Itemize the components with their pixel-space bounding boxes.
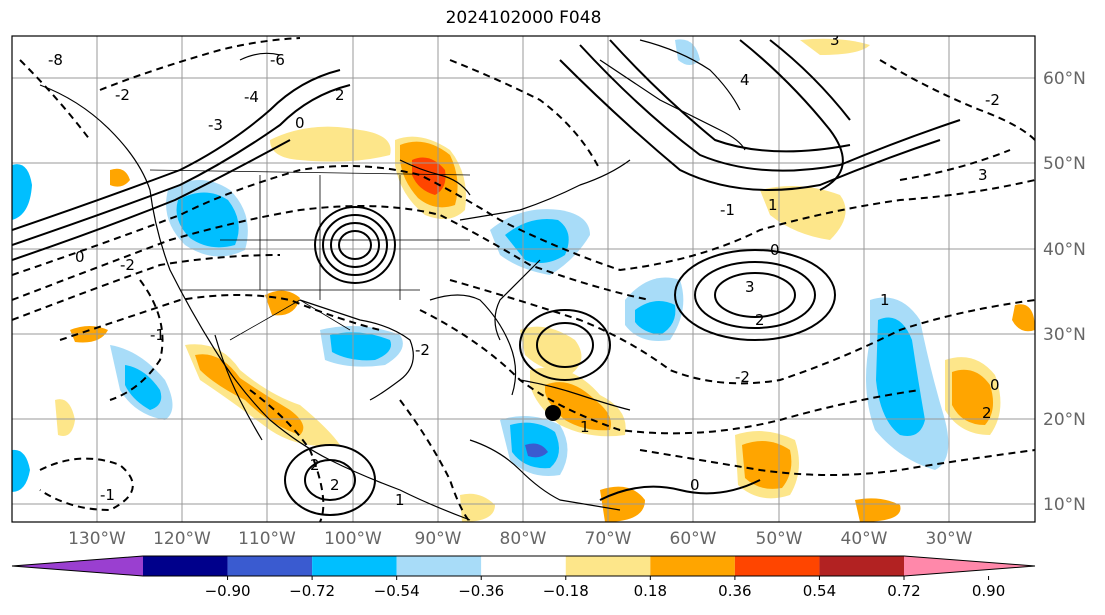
lon-label: 40°W xyxy=(841,529,888,549)
lon-label: 50°W xyxy=(756,529,803,549)
contour-label: 2 xyxy=(330,476,340,494)
colorbar-extend-high xyxy=(904,556,1035,576)
contour-label: 1 xyxy=(768,196,778,214)
colorbar: −0.90 −0.72 −0.54 −0.36 −0.18 0.18 0.36 0.54 0.7… xyxy=(11,555,1036,600)
colorbar-outline xyxy=(11,555,1036,577)
colorbar-segment xyxy=(396,556,482,576)
colorbar-tick-label: −0.90 xyxy=(205,582,251,600)
lat-label: 20°N xyxy=(1043,410,1086,430)
lon-label: 30°W xyxy=(926,529,973,549)
contour-label: -1 xyxy=(720,201,735,219)
contour-label: -4 xyxy=(244,88,259,106)
contour-label: 3 xyxy=(745,278,755,296)
contour-label: -2 xyxy=(415,341,430,359)
lat-label: 60°N xyxy=(1043,69,1086,89)
shaded-anomalies xyxy=(12,38,1035,522)
contour-label: 1 xyxy=(880,291,890,309)
colorbar-tick-label: 0.54 xyxy=(803,582,836,600)
colorbar-segment xyxy=(819,556,904,576)
contour-label: 0 xyxy=(690,476,700,494)
contour-label: -2 xyxy=(120,256,135,274)
contour-label: 1 xyxy=(580,418,590,436)
lon-label: 70°W xyxy=(585,529,632,549)
lon-label: 110°W xyxy=(238,529,296,549)
contour-label: 1 xyxy=(395,491,405,509)
colorbar-tick-label: 0.90 xyxy=(972,582,1005,600)
contour-label: 0 xyxy=(990,376,1000,394)
colorbar-tick-label: 0.36 xyxy=(718,582,751,600)
lon-label: 120°W xyxy=(153,529,211,549)
graticule xyxy=(12,36,1035,522)
contour-labels: -8 -6 -4 -3 -2 -1 0 1 2 3 4 -2 -1 0 1 2 … xyxy=(48,31,1000,509)
contour-label: -1 xyxy=(100,486,115,504)
lat-label: 50°N xyxy=(1043,154,1086,174)
lat-label: 30°N xyxy=(1043,325,1086,345)
colorbar-tick-label: −0.54 xyxy=(374,582,420,600)
colorbar-tick-label: 0.18 xyxy=(634,582,667,600)
contour-label: 4 xyxy=(740,71,750,89)
colorbar-segment xyxy=(312,556,397,576)
contour-label: 2 xyxy=(335,86,345,104)
contour-label: -1 xyxy=(150,326,165,344)
contour-label: -6 xyxy=(270,51,285,69)
contour-label: 0 xyxy=(770,241,780,259)
map-title: 2024102000 F048 xyxy=(445,8,602,28)
contours-positive xyxy=(12,39,961,516)
lon-label: 90°W xyxy=(415,529,462,549)
longitude-labels: 130°W 120°W 110°W 100°W 90°W 80°W 70°W 6… xyxy=(68,529,973,549)
colorbar-segment xyxy=(650,556,735,576)
colorbar-segment xyxy=(565,556,651,576)
colorbar-segment xyxy=(481,556,566,576)
lat-label: 40°N xyxy=(1043,240,1086,260)
contour-label: 3 xyxy=(830,31,840,49)
coastlines xyxy=(39,39,746,521)
colorbar-segment xyxy=(734,556,820,576)
lon-label: 80°W xyxy=(500,529,547,549)
colorbar-tick-label: −0.18 xyxy=(543,582,589,600)
contour-label: 0 xyxy=(75,248,85,266)
latitude-labels: 60°N 50°N 40°N 30°N 20°N 10°N xyxy=(1043,69,1086,515)
colorbar-segment xyxy=(143,556,228,576)
contour-label: 0 xyxy=(295,114,305,132)
map-frame xyxy=(11,35,1036,523)
colorbar-extend-low xyxy=(12,556,143,576)
contour-label: -2 xyxy=(735,368,750,386)
lon-label: 130°W xyxy=(68,529,126,549)
colorbar-segment xyxy=(227,556,313,576)
colorbar-tick-label: −0.36 xyxy=(458,582,504,600)
storm-center-marker xyxy=(545,405,561,421)
contour-label: 3 xyxy=(978,166,988,184)
colorbar-tick-label: −0.72 xyxy=(289,582,335,600)
plot-area: -8 -6 -4 -3 -2 -1 0 1 2 3 4 -2 -1 0 1 2 … xyxy=(12,31,1035,522)
contour-label: -2 xyxy=(115,86,130,104)
contours-negative xyxy=(12,37,1035,522)
lon-label: 100°W xyxy=(324,529,382,549)
contour-label: 2 xyxy=(310,456,320,474)
contour-label: -8 xyxy=(48,51,63,69)
contour-label: 2 xyxy=(982,404,992,422)
colorbar-tick-label: 0.72 xyxy=(887,582,920,600)
contour-label: 2 xyxy=(755,311,765,329)
lat-label: 10°N xyxy=(1043,495,1086,515)
contour-label: -3 xyxy=(208,116,223,134)
lon-label: 60°W xyxy=(670,529,717,549)
contour-label: -2 xyxy=(985,91,1000,109)
